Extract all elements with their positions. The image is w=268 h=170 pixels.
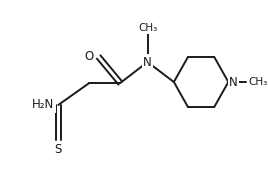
Text: O: O [85,50,94,64]
Text: CH₃: CH₃ [248,77,267,87]
Text: CH₃: CH₃ [138,23,157,33]
Text: H₂N: H₂N [32,98,54,112]
Text: N: N [143,55,152,69]
Text: N: N [229,75,238,89]
Text: S: S [55,143,62,156]
